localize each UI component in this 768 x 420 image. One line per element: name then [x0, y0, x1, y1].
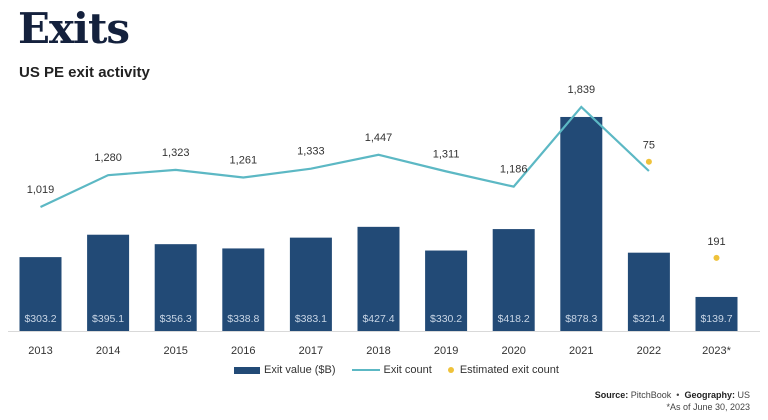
legend-item-estimated: Estimated exit count: [447, 364, 559, 376]
bar-exit-value: [357, 226, 400, 331]
bar-exit-value: [492, 229, 535, 331]
bar-exit-value: [222, 248, 265, 331]
geography-value: US: [737, 390, 750, 400]
x-tick-label: 2015: [163, 345, 187, 357]
line-value-label: 1,447: [365, 132, 393, 144]
legend-label: Exit count: [383, 364, 432, 376]
chart-subtitle: US PE exit activity: [19, 64, 150, 81]
x-tick-label: 2021: [569, 345, 593, 357]
legend-swatch-dot: [447, 367, 454, 373]
bar-value-label: $427.4: [362, 313, 394, 325]
bar-value-label: $330.2: [430, 313, 462, 325]
source-label: Source:: [594, 390, 629, 400]
line-value-label: 1,333: [297, 146, 325, 158]
legend-label: Exit value ($B): [264, 364, 336, 376]
bar-exit-value: [87, 234, 130, 331]
bar-exit-value: [154, 244, 197, 331]
bar-exit-value: [289, 237, 332, 331]
x-tick-label: 2022: [637, 345, 661, 357]
legend: Exit value ($B) Exit count Estimated exi…: [234, 364, 575, 376]
x-tick-label: 2018: [366, 345, 390, 357]
bar-value-label: $356.3: [160, 313, 192, 325]
bar-value-label: $321.4: [633, 313, 665, 325]
line-value-label: 1,839: [568, 84, 596, 96]
estimated-exit-dot: [713, 254, 720, 261]
line-value-label: 1,019: [27, 184, 55, 196]
bar-value-label: $303.2: [24, 313, 56, 325]
bar-value-label: $338.8: [227, 313, 259, 325]
bar-value-label: $878.3: [565, 313, 597, 325]
legend-label: Estimated exit count: [459, 364, 559, 376]
x-tick-label: 2017: [299, 345, 323, 357]
as-of-note: *As of June 30, 2023: [666, 402, 750, 412]
line-value-label: 1,280: [94, 152, 122, 164]
legend-swatch-line: [351, 369, 380, 371]
estimated-exit-dot: [645, 158, 652, 165]
x-tick-label: 2013: [28, 345, 52, 357]
source-value: PitchBook: [630, 390, 672, 400]
x-tick-label: 2019: [434, 345, 458, 357]
estimated-value-label: 75: [643, 140, 655, 152]
bar-value-label: $418.2: [498, 313, 530, 325]
line-value-label: 1,311: [433, 148, 460, 160]
line-value-label: 1,186: [500, 164, 528, 176]
bar-value-label: $395.1: [92, 313, 124, 325]
estimated-value-label: 191: [707, 236, 725, 248]
line-value-label: 1,323: [162, 147, 190, 159]
bar-exit-value: [19, 257, 62, 331]
bar-exit-value: [695, 296, 738, 331]
series-line-exit-count: [40, 105, 650, 208]
x-tick-label: 2023*: [702, 345, 731, 357]
bar-value-label: $139.7: [700, 313, 732, 325]
legend-item-exit-value: Exit value ($B): [234, 364, 336, 376]
x-tick-label: 2016: [231, 345, 255, 357]
x-tick-label: 2020: [501, 345, 525, 357]
page-title: Exits: [18, 4, 130, 53]
geography-label: Geography:: [684, 390, 735, 400]
bar-exit-value: [627, 252, 670, 331]
bar-exit-value: [425, 250, 468, 331]
legend-item-exit-count: Exit count: [351, 364, 432, 376]
x-tick-label: 2014: [96, 345, 120, 357]
bar-value-label: $383.1: [295, 313, 327, 325]
separator: •: [676, 390, 680, 400]
source-note: Source: PitchBook • Geography: US *As of…: [595, 389, 750, 413]
legend-swatch-bar: [234, 366, 260, 374]
line-value-label: 1,261: [230, 154, 258, 166]
bar-exit-value: [560, 116, 603, 332]
